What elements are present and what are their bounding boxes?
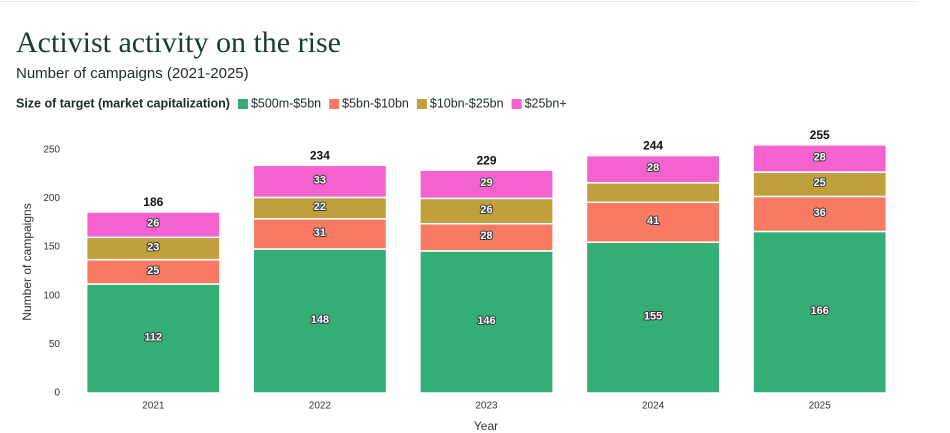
bar-segment xyxy=(419,222,554,252)
total-label: 234 xyxy=(310,148,330,162)
data-label: 146 xyxy=(477,315,495,327)
data-label: 26 xyxy=(147,218,159,230)
bar-segment xyxy=(85,211,221,239)
bar-segment xyxy=(585,241,721,394)
bar-segment xyxy=(752,230,888,394)
data-label: 26 xyxy=(480,204,492,216)
bar-segment xyxy=(252,218,388,250)
legend-label: $500m-$5bn xyxy=(251,96,321,110)
data-label: 28 xyxy=(814,151,826,163)
legend-swatch xyxy=(237,99,248,109)
data-label: 28 xyxy=(480,230,492,242)
bar-segment xyxy=(585,154,721,184)
legend-swatch xyxy=(416,99,427,109)
data-label: 28 xyxy=(647,162,659,174)
data-label: 25 xyxy=(147,265,159,277)
data-label: 31 xyxy=(314,227,326,239)
legend-label: $10bn-$25bn xyxy=(430,96,504,110)
data-label: 41 xyxy=(647,215,659,227)
y-tick-label: 250 xyxy=(43,144,60,155)
bar-segment xyxy=(419,250,554,394)
x-tick-label: 2023 xyxy=(475,401,498,412)
bar-segment xyxy=(752,144,888,173)
bar-segment xyxy=(419,169,554,200)
legend-title: Size of target (market capitalization) xyxy=(16,96,230,110)
x-tick-label: 2021 xyxy=(142,401,165,412)
total-label: 229 xyxy=(476,153,496,167)
data-label: 166 xyxy=(811,305,829,317)
bar-segment xyxy=(252,164,388,199)
bar-segment xyxy=(85,283,221,394)
x-axis-label: Year xyxy=(474,419,498,433)
y-tick-label: 0 xyxy=(54,388,60,399)
bar-segment xyxy=(752,171,888,198)
y-axis-label: Number of campaigns xyxy=(20,203,34,320)
y-tick-label: 50 xyxy=(49,339,61,350)
bar-segment xyxy=(252,248,388,394)
total-label: 255 xyxy=(810,128,830,142)
data-label: 22 xyxy=(314,201,326,213)
x-tick-label: 2025 xyxy=(809,401,832,412)
x-tick-label: 2024 xyxy=(642,401,665,412)
bar-segment xyxy=(85,258,221,285)
x-tick-label: 2022 xyxy=(309,401,332,412)
y-tick-label: 150 xyxy=(43,242,60,253)
bar-segment xyxy=(585,182,721,204)
y-tick-label: 200 xyxy=(43,193,60,204)
chart-title: Activist activity on the rise xyxy=(16,26,341,59)
data-label: 155 xyxy=(644,310,662,322)
bar-segment xyxy=(419,197,554,225)
legend-swatch xyxy=(511,99,522,109)
data-label: 25 xyxy=(814,177,826,189)
data-label: 36 xyxy=(814,207,826,219)
y-tick-label: 100 xyxy=(43,290,60,301)
data-label: 148 xyxy=(311,314,329,326)
bar-segment xyxy=(752,195,888,233)
total-label: 186 xyxy=(143,195,163,209)
data-label: 29 xyxy=(480,177,492,189)
legend-swatch xyxy=(329,99,340,109)
chart-subtitle: Number of campaigns (2021-2025) xyxy=(16,65,249,82)
total-label: 244 xyxy=(643,139,663,153)
bar-segment xyxy=(585,201,721,243)
legend-label: $5bn-$10bn xyxy=(342,96,409,110)
data-label: 33 xyxy=(314,174,326,186)
data-label: 112 xyxy=(144,331,162,343)
legend-label: $25bn+ xyxy=(525,96,567,110)
data-label: 23 xyxy=(147,241,159,253)
